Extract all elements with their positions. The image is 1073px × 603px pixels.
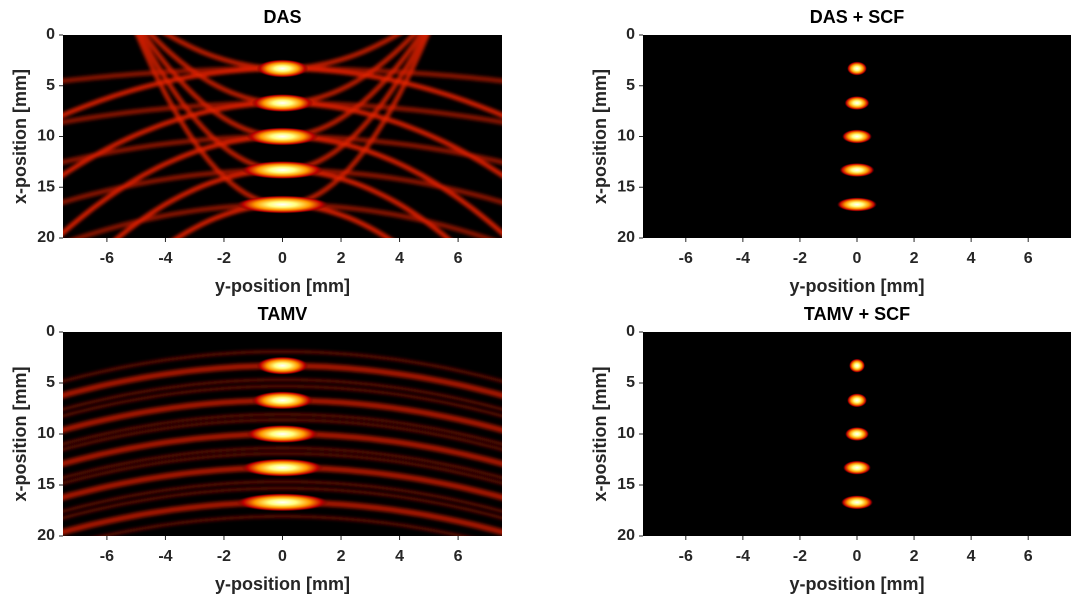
x-tick-label: 4 (967, 548, 976, 565)
x-tick-label: 2 (910, 548, 919, 565)
x-axis-label: y-position [mm] (215, 276, 350, 296)
y-axis-label: x-position [mm] (590, 69, 610, 204)
target-spot (236, 195, 329, 214)
target-spot (841, 495, 873, 510)
x-tick-label: -4 (158, 548, 172, 565)
target-spot (839, 162, 875, 177)
y-tick-label: 0 (46, 26, 55, 43)
y-tick-label: 10 (37, 425, 55, 442)
x-tick-label: 6 (1024, 250, 1033, 267)
x-axis-label: y-position [mm] (790, 276, 925, 296)
x-tick-label: -2 (217, 250, 231, 267)
y-tick-label: 20 (37, 229, 55, 246)
x-tick-label: 6 (454, 250, 463, 267)
x-tick-label: -6 (679, 250, 693, 267)
panel: -6 -4 -2 0 2 4 6 0 5 10 15 20 TAMV y-position [mm] x-p… (10, 304, 502, 594)
y-tick-label: 15 (37, 476, 55, 493)
target-spot (256, 356, 309, 375)
x-tick-label: -4 (736, 250, 750, 267)
y-tick-label: 5 (46, 374, 55, 391)
y-tick-label: 5 (626, 77, 635, 94)
target-spot (251, 94, 314, 113)
target-spot (845, 427, 869, 441)
sidelobe (63, 378, 502, 411)
y-axis-label: x-position [mm] (10, 69, 30, 204)
y-tick-label: 15 (37, 178, 55, 195)
y-tick-label: 15 (617, 178, 635, 195)
x-tick-label: 0 (853, 548, 862, 565)
target-spot (847, 393, 867, 408)
y-tick-label: 5 (626, 374, 635, 391)
x-tick-label: -4 (158, 250, 172, 267)
x-tick-label: 2 (910, 250, 919, 267)
panel-title: DAS (263, 7, 301, 27)
x-tick-label: -2 (217, 548, 231, 565)
y-tick-label: 0 (626, 26, 635, 43)
y-tick-label: 0 (626, 323, 635, 340)
panel: -6 -4 -2 0 2 4 6 0 5 10 15 20 TAMV + SCF y-position [… (590, 304, 1071, 594)
x-tick-label: 6 (1024, 548, 1033, 565)
y-tick-label: 20 (617, 229, 635, 246)
y-axis-label: x-position [mm] (590, 367, 610, 502)
panel: -6 -4 -2 0 2 4 6 0 5 10 15 20 DAS + SCF y-position [m… (590, 7, 1071, 296)
panel-title: TAMV (258, 304, 308, 324)
panel: -6 -4 -2 0 2 4 6 0 5 10 15 20 DAS y-position [mm] x-po… (10, 7, 502, 296)
x-tick-label: -6 (679, 548, 693, 565)
target-spot (251, 391, 314, 410)
x-tick-label: 4 (967, 250, 976, 267)
x-tick-label: 0 (278, 250, 287, 267)
x-tick-label: 2 (337, 548, 346, 565)
target-spot (837, 197, 877, 212)
y-tick-label: 10 (617, 128, 635, 145)
target-spot (847, 61, 867, 76)
target-spot (842, 129, 872, 144)
x-tick-label: -6 (100, 250, 114, 267)
x-axis-label: y-position [mm] (790, 574, 925, 594)
sidelobe (63, 350, 502, 383)
sidelobe (63, 384, 502, 418)
target-spot (849, 358, 865, 373)
target-spot (241, 458, 324, 477)
target-spot (236, 493, 329, 512)
y-tick-label: 0 (46, 323, 55, 340)
sidelobe (63, 418, 502, 452)
x-tick-label: 6 (454, 548, 463, 565)
panel-title: TAMV + SCF (804, 304, 910, 324)
y-tick-label: 20 (617, 527, 635, 544)
x-tick-label: 0 (278, 548, 287, 565)
target-spot (241, 160, 324, 179)
x-tick-label: -2 (793, 548, 807, 565)
x-tick-label: 4 (395, 250, 404, 267)
x-tick-label: -6 (100, 548, 114, 565)
x-tick-label: 0 (853, 250, 862, 267)
x-tick-label: -2 (793, 250, 807, 267)
target-spot (246, 127, 319, 146)
x-tick-label: -4 (736, 548, 750, 565)
x-axis-label: y-position [mm] (215, 574, 350, 594)
target-spot (246, 425, 319, 443)
sidelobe (63, 480, 502, 513)
target-spot (843, 460, 871, 475)
y-tick-label: 10 (37, 128, 55, 145)
panel-title: DAS + SCF (810, 7, 905, 27)
sidelobe (63, 452, 502, 485)
target-spot (256, 59, 309, 78)
y-tick-label: 20 (37, 527, 55, 544)
target-spot (844, 96, 870, 111)
y-tick-label: 15 (617, 476, 635, 493)
x-tick-label: 4 (395, 548, 404, 565)
sidelobe (63, 412, 502, 446)
y-axis-label: x-position [mm] (10, 367, 30, 502)
y-tick-label: 10 (617, 425, 635, 442)
sidelobe (97, 514, 468, 536)
sidelobe (63, 446, 502, 480)
sidelobe (63, 486, 502, 520)
y-tick-label: 5 (46, 77, 55, 94)
x-tick-label: 2 (337, 250, 346, 267)
